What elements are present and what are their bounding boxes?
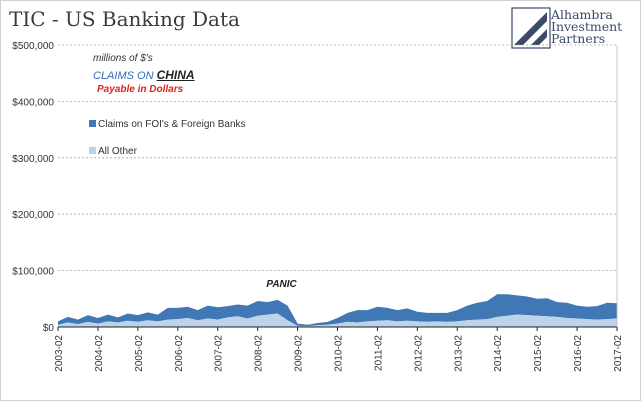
x-tick-label: 2007-02 (214, 335, 225, 372)
x-tick-label: 2008-02 (254, 335, 265, 372)
x-tick-label: 2015-02 (533, 335, 544, 372)
x-tick-label: 2004-02 (94, 335, 105, 372)
y-tick-label: $0 (43, 323, 55, 334)
country-label: CHINA (156, 68, 195, 82)
legend-swatch-2 (89, 147, 96, 154)
x-tick-label: 2012-02 (413, 335, 424, 372)
legend-label-2: All Other (98, 146, 138, 157)
company-logo: Alhambra Investment Partners (511, 7, 639, 53)
units-note: millions of $'s (93, 53, 153, 64)
x-tick-label: 2009-02 (294, 335, 305, 372)
logo-text: Alhambra Investment Partners (551, 7, 623, 46)
logo-line-2: Investment (551, 19, 623, 34)
y-tick-label: $400,000 (12, 97, 54, 108)
y-tick-label: $500,000 (12, 41, 54, 52)
claims-on-label: CLAIMS ON (93, 70, 154, 82)
payable-note: Payable in Dollars (97, 84, 184, 95)
panic-annotation: PANIC (266, 279, 297, 290)
series-area-all-other (58, 313, 617, 327)
series-area-foreign-banks (58, 294, 617, 327)
x-tick-label: 2011-02 (373, 335, 384, 371)
x-tick-label: 2014-02 (493, 335, 504, 372)
x-tick-label: 2005-02 (134, 335, 145, 372)
x-tick-label: 2017-02 (613, 335, 624, 372)
logo-line-1: Alhambra (551, 7, 613, 22)
y-tick-label: $100,000 (12, 267, 54, 278)
y-tick-label: $300,000 (12, 154, 54, 165)
x-tick-label: 2013-02 (453, 335, 464, 372)
x-tick-label: 2016-02 (573, 335, 584, 372)
legend-label-1: Claims on FOI's & Foreign Banks (98, 119, 246, 130)
logo-mark-icon (511, 7, 551, 49)
claims-on-note: CLAIMS ON CHINA (93, 68, 195, 82)
x-tick-label: 2003-02 (54, 335, 65, 372)
chart-title: TIC - US Banking Data (9, 7, 240, 31)
y-tick-label: $200,000 (12, 210, 54, 221)
x-tick-label: 2006-02 (174, 335, 185, 372)
legend-swatch-1 (89, 120, 96, 127)
logo-line-3: Partners (551, 31, 606, 46)
x-tick-label: 2010-02 (334, 335, 345, 372)
